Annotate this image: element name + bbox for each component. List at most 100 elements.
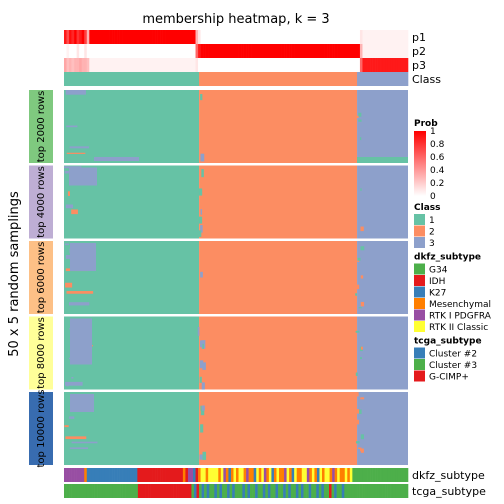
annotation-cell-1-7 <box>81 484 85 498</box>
annotation-cell-1-4 <box>74 484 78 498</box>
annotation-cell-0-114 <box>352 468 356 482</box>
annotation-cell-1-5 <box>76 484 80 498</box>
block-1-patch <box>69 167 97 186</box>
annotation-cell-1-105 <box>331 484 335 498</box>
prob-cell-p3-34 <box>150 58 153 72</box>
legend-class-label-0: 1 <box>429 216 435 226</box>
annotation-cell-1-71 <box>244 484 248 498</box>
prob-cell-p1-90 <box>291 30 295 44</box>
prob-cell-p1-131 <box>395 30 399 44</box>
annotation-cell-1-6 <box>79 484 83 498</box>
prob-cell-p1-70 <box>241 30 244 44</box>
prob-cell-p1-77 <box>258 30 262 44</box>
annotation-cell-1-59 <box>214 484 218 498</box>
prob-cell-p1-15 <box>101 30 105 44</box>
annotation-cell-1-33 <box>148 484 151 498</box>
annotation-cell-0-15 <box>101 468 105 482</box>
prob-cell-p3-116 <box>357 58 361 72</box>
legend-tcga-swatch-0 <box>414 347 425 359</box>
prob-cell-p3-23 <box>122 58 126 72</box>
block-0-class1-region <box>64 90 200 163</box>
prob-cell-p2-83 <box>273 44 277 58</box>
block-2-class3-region <box>357 241 408 314</box>
prob-cell-p2-40 <box>165 44 169 58</box>
annotation-cell-0-73 <box>248 468 252 482</box>
annotation-cell-0-108 <box>337 468 341 482</box>
prob-cell-p3-36 <box>155 58 158 72</box>
prob-cell-p2-18 <box>109 44 113 58</box>
block-2-noise-10 <box>360 246 365 251</box>
prob-cell-p2-103 <box>324 44 328 58</box>
prob-cell-p3-5 <box>76 58 80 72</box>
annotation-cell-1-127 <box>387 484 391 498</box>
annotation-cell-0-13 <box>96 468 100 482</box>
prob-cell-p1-9 <box>86 30 90 44</box>
prob-cell-p2-53 <box>198 44 201 58</box>
block-0-noise-9 <box>66 125 78 128</box>
prob-cell-p3-100 <box>316 58 320 72</box>
annotation-cell-0-91 <box>294 468 298 482</box>
annotation-cell-1-1 <box>66 484 70 498</box>
block-4-noise-17 <box>359 409 362 415</box>
prob-cell-p1-25 <box>127 30 131 44</box>
prob-cell-p3-7 <box>81 58 85 72</box>
prob-cell-p2-133 <box>400 44 404 58</box>
block-2-noise-6 <box>360 275 364 279</box>
annotation-cell-0-14 <box>99 468 103 482</box>
annotation-cell-1-93 <box>300 484 304 498</box>
annotation-cell-1-51 <box>193 484 197 498</box>
annotation-cell-1-88 <box>288 484 292 498</box>
prob-cell-p3-63 <box>223 58 227 72</box>
prob-cell-p1-120 <box>367 30 371 44</box>
prob-cell-p1-0 <box>64 30 67 44</box>
annotation-cell-1-84 <box>278 484 281 498</box>
annotation-cell-0-112 <box>347 468 351 482</box>
annotation-cell-0-37 <box>157 468 161 482</box>
annotation-cell-1-116 <box>359 484 363 498</box>
annotation-cell-1-21 <box>117 484 121 498</box>
prob-cell-p2-75 <box>253 44 257 58</box>
prob-cell-p2-116 <box>357 44 361 58</box>
block-3-noise-15 <box>64 381 83 386</box>
prob-cell-p3-75 <box>253 58 257 72</box>
block-4-noise-21 <box>201 405 205 411</box>
annotation-cell-0-55 <box>203 468 206 482</box>
prob-cell-p2-76 <box>256 44 260 58</box>
prob-cell-p1-124 <box>377 30 381 44</box>
annotation-cell-1-70 <box>242 484 246 498</box>
annotation-cell-0-17 <box>107 468 110 482</box>
annotation-cell-0-9 <box>86 468 90 482</box>
legend-dkfz-swatch-5 <box>414 321 425 332</box>
prob-cell-p3-108 <box>337 58 341 72</box>
annotation-cell-0-20 <box>114 468 118 482</box>
prob-cell-p2-106 <box>332 44 335 58</box>
prob-cell-p3-33 <box>147 58 151 72</box>
annotation-cell-1-120 <box>369 484 373 498</box>
block-2-noise-14 <box>357 257 361 261</box>
prob-cell-p1-68 <box>236 30 239 44</box>
heatmap-body <box>64 90 408 465</box>
prob-cell-p3-131 <box>395 58 399 72</box>
prob-cell-p2-58 <box>210 44 214 58</box>
annotation-cell-0-46 <box>180 468 184 482</box>
prob-cell-p1-81 <box>268 30 272 44</box>
annotation-cell-1-76 <box>257 484 261 498</box>
prob-cell-p1-105 <box>329 30 333 44</box>
annotation-cell-1-19 <box>112 484 116 498</box>
prob-cell-p1-74 <box>251 30 255 44</box>
annotation-cell-1-55 <box>204 484 207 498</box>
legend-tcga-label-2: G-CIMP+ <box>429 373 469 383</box>
prob-cell-p2-131 <box>395 44 399 58</box>
block-0-noise-0 <box>65 90 86 95</box>
prob-cell-p3-81 <box>268 58 272 72</box>
chart-title: membership heatmap, k = 3 <box>142 12 329 27</box>
legend-dkfz-title: dkfz_subtype <box>414 253 481 263</box>
prob-cell-p2-67 <box>233 44 237 58</box>
prob-cell-p1-30 <box>139 30 143 44</box>
prob-cell-p1-12 <box>94 30 98 44</box>
prob-cell-p2-74 <box>251 44 255 58</box>
annotation-cell-1-31 <box>142 484 146 498</box>
annotation-cell-1-122 <box>374 484 378 498</box>
prob-cell-p1-86 <box>281 30 285 44</box>
prob-cell-p2-25 <box>127 44 131 58</box>
